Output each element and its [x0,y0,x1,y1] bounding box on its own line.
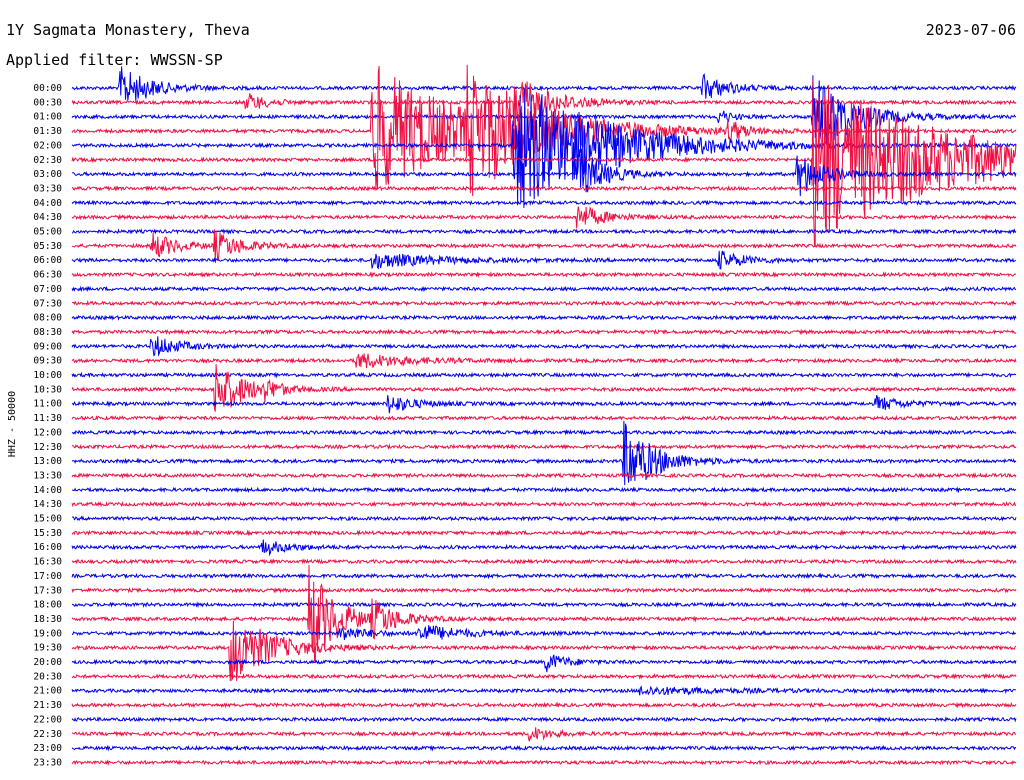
trace-line [71,285,1016,293]
trace-line [71,78,1017,247]
row-label: 05:00 [33,227,62,238]
trace-line [71,564,1017,663]
trace-line [71,759,1017,766]
row-label: 08:00 [33,313,62,324]
trace-line [71,199,1017,207]
trace-line [71,744,1017,752]
trace-line [71,395,1017,414]
trace-line [71,715,1017,723]
trace-line [71,515,1017,522]
trace-line [71,148,1017,197]
row-label: 08:30 [33,327,62,338]
row-label: 14:30 [33,499,62,510]
row-label: 23:30 [33,757,62,768]
row-label: 20:30 [33,671,62,682]
trace-line [71,184,1017,192]
row-label: 18:30 [33,614,62,625]
trace-line [71,654,1017,673]
row-label: 04:00 [33,198,62,209]
row-label: 09:30 [33,356,62,367]
row-label: 16:00 [33,542,62,553]
trace-line [71,500,1017,508]
trace-line [71,601,1017,609]
row-label: 04:30 [33,212,62,223]
trace-line [71,81,1017,127]
trace-line [71,727,1017,742]
row-label: 19:30 [33,643,62,654]
row-label: 23:00 [33,743,62,754]
row-label: 03:00 [33,169,62,180]
row-label: 02:30 [33,155,62,166]
trace-line [71,250,1017,270]
trace-line [71,529,1017,537]
trace-line [71,314,1017,322]
trace-line [71,625,1017,641]
trace-line [71,364,1016,412]
row-label: 12:30 [33,442,62,453]
row-label: 10:30 [33,384,62,395]
trace-line [71,620,1017,682]
trace-line [71,539,1017,557]
trace-line [71,558,1017,565]
row-label: 06:00 [33,255,62,266]
trace-line [71,205,1017,229]
row-label: 17:30 [33,585,62,596]
trace-line [71,672,1017,680]
row-label: 18:00 [33,600,62,611]
trace-line [71,572,1017,580]
trace-line [71,271,1017,279]
row-label: 17:00 [33,571,62,582]
row-label: 19:00 [33,628,62,639]
row-label: 13:30 [33,470,62,481]
y-axis-label: HHZ - 50000 [7,391,18,457]
row-label: 15:00 [33,514,62,525]
row-label: 12:00 [33,427,62,438]
row-label: 00:00 [33,83,62,94]
trace-line [71,299,1017,307]
trace-line [71,685,1017,696]
chart-title: 1Y Sagmata Monastery, Theva [6,21,250,39]
row-label: 05:30 [33,241,62,252]
trace-line [71,701,1017,709]
chart-date: 2023-07-06 [925,21,1016,39]
trace-line [71,428,1017,436]
row-label: 11:30 [33,413,62,424]
trace-line [71,472,1017,479]
trace-line [71,66,1017,101]
row-label: 01:30 [33,126,62,137]
row-label: 00:30 [33,97,62,108]
trace-line [71,336,1017,357]
row-label: 15:30 [33,528,62,539]
row-label: 02:00 [33,140,62,151]
row-label: 21:00 [33,686,62,697]
trace-line [71,443,1017,451]
row-label: 09:00 [33,341,62,352]
row-label: 06:30 [33,270,62,281]
trace-line [71,228,1017,235]
row-label: 20:00 [33,657,62,668]
trace-line [71,486,1017,494]
row-label: 07:00 [33,284,62,295]
trace-line [71,353,1017,369]
trace-line [71,371,1017,379]
row-label: 21:30 [33,700,62,711]
trace-line [71,328,1017,336]
row-label: 01:00 [33,112,62,123]
row-label: 11:00 [33,399,62,410]
row-label: 03:30 [33,183,62,194]
trace-line [71,420,1017,486]
row-label: 22:00 [33,714,62,725]
row-label: 13:00 [33,456,62,467]
trace-line [71,586,1017,594]
row-label: 07:30 [33,298,62,309]
trace-line [71,229,1017,263]
filter-label: Applied filter: WWSSN-SP [6,51,223,69]
row-label: 22:30 [33,729,62,740]
row-label: 14:00 [33,485,62,496]
trace-line [71,414,1017,422]
row-label: 10:00 [33,370,62,381]
row-label: 16:30 [33,557,62,568]
